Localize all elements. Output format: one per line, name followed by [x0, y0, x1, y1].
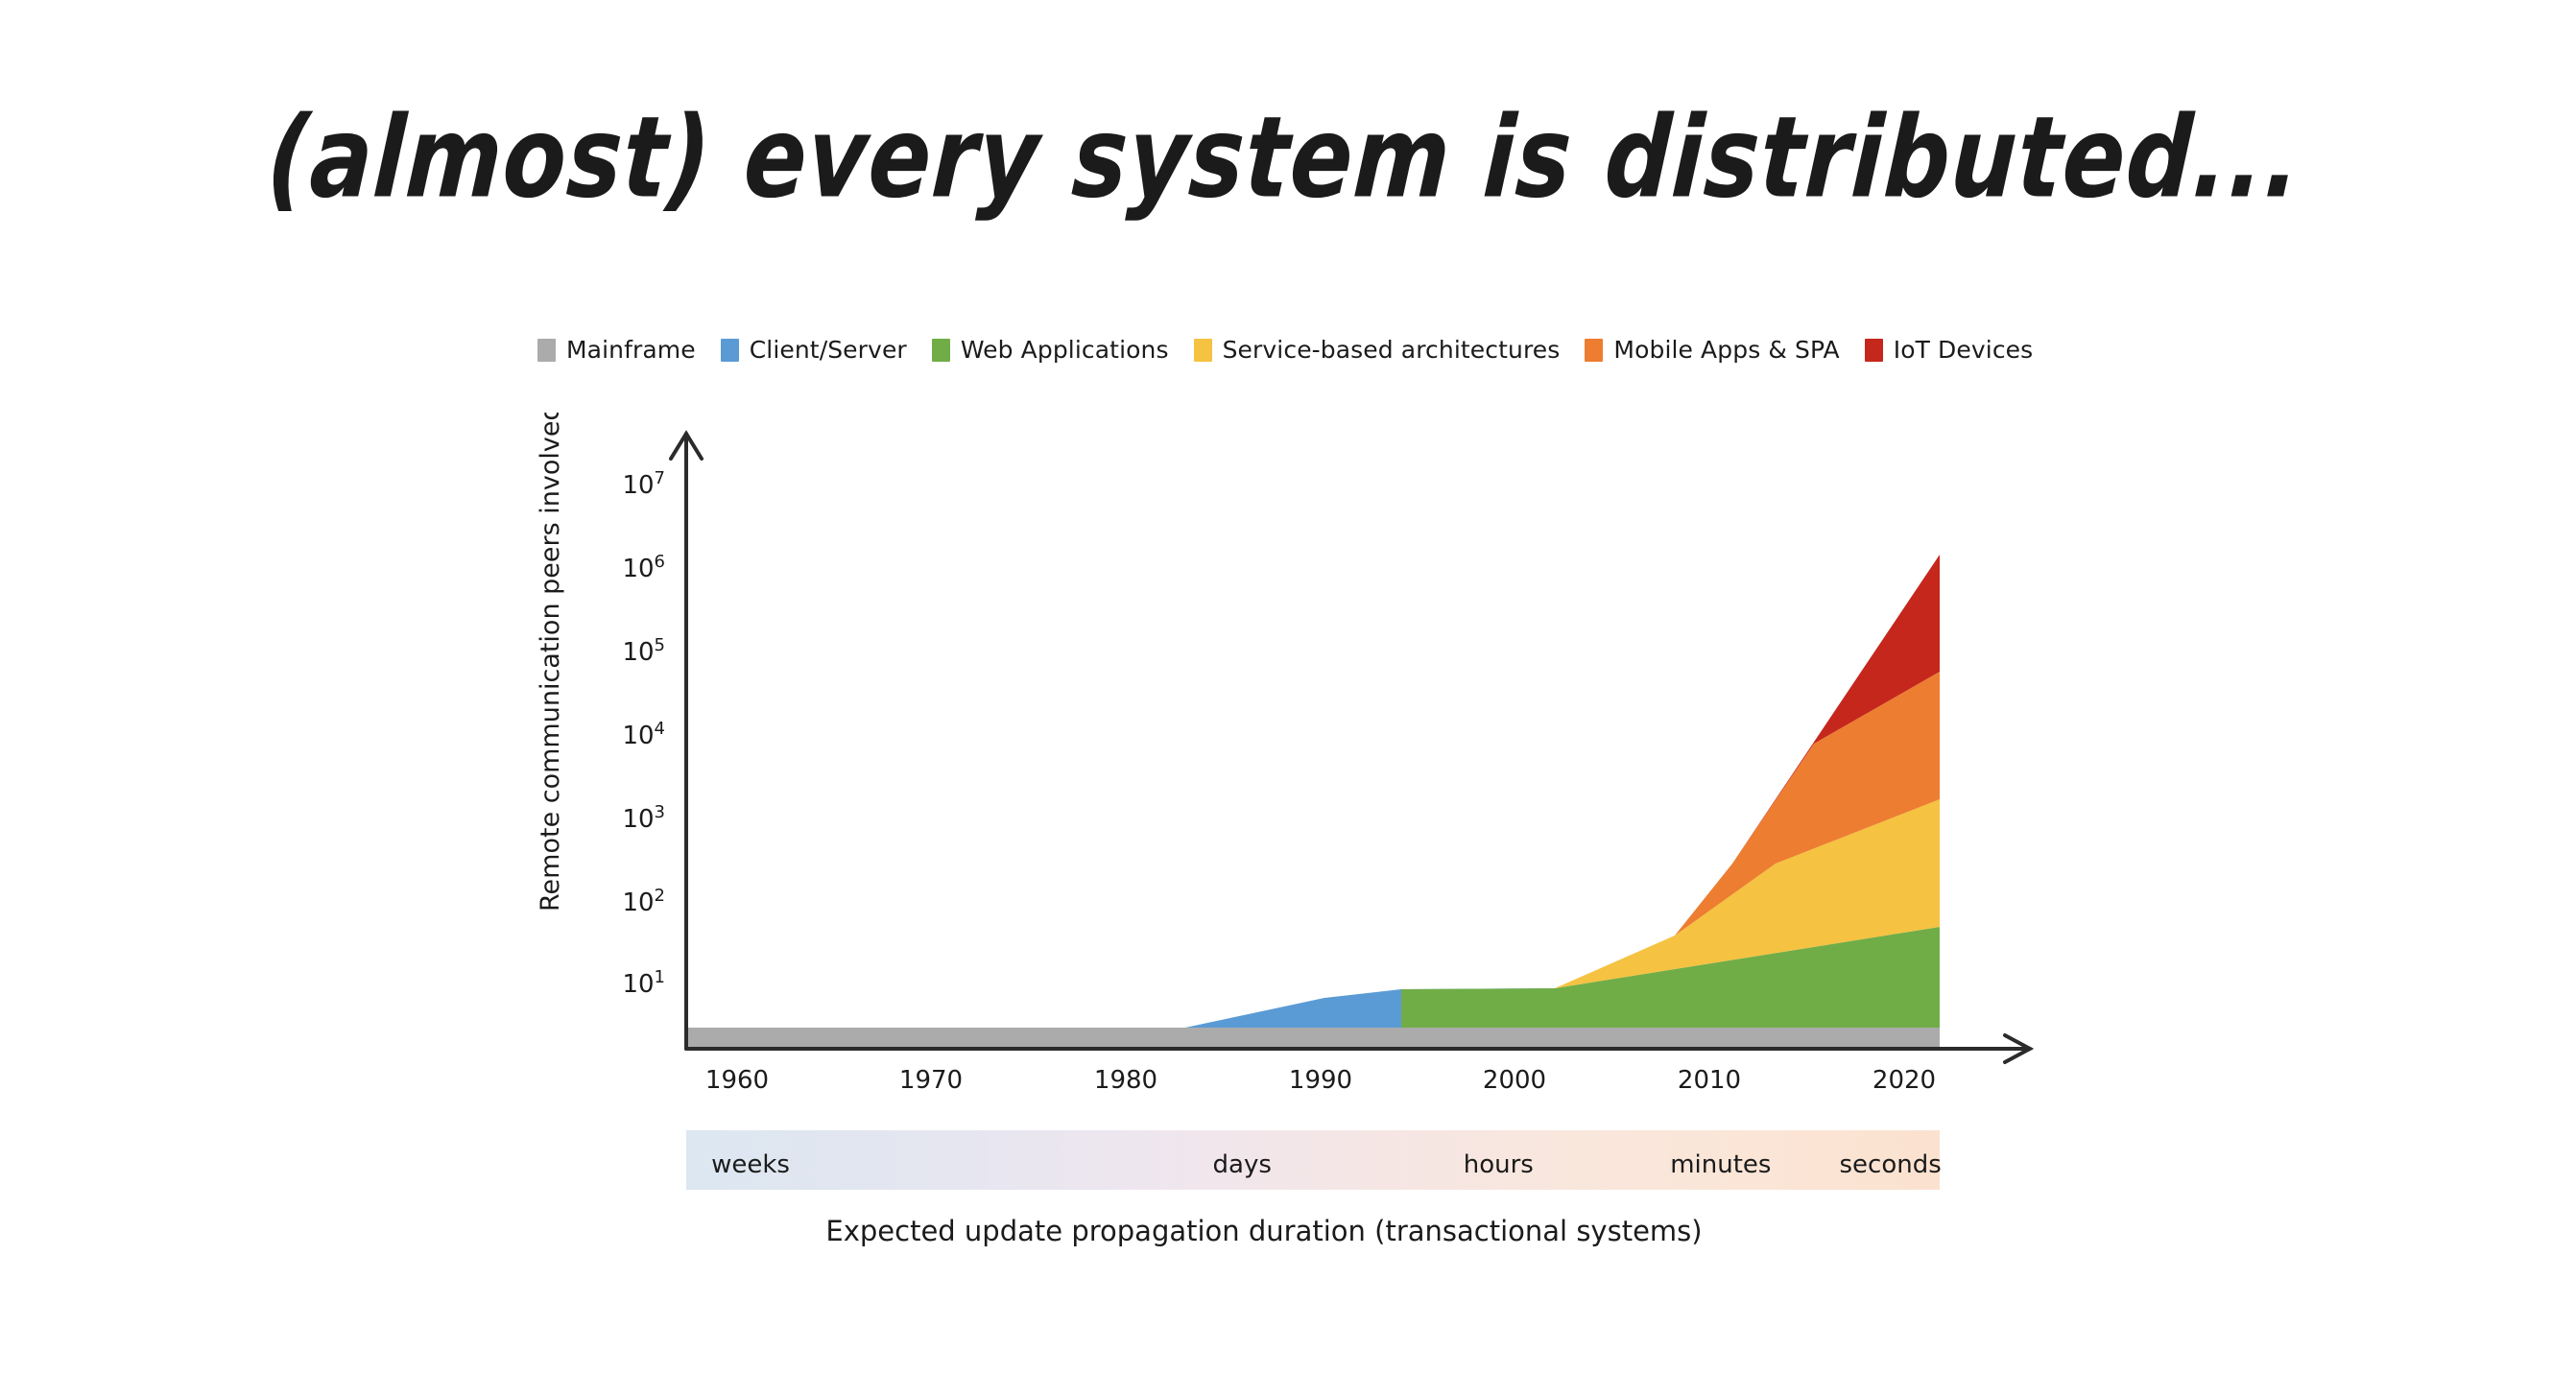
y-axis-tick-exponent: 5 [655, 635, 665, 655]
legend-item[interactable]: Web Applications [931, 336, 1169, 364]
legend-color-swatch [1193, 338, 1212, 362]
y-axis-tick: 107 [622, 468, 665, 500]
y-axis-tick-exponent: 6 [655, 552, 665, 572]
x-axis-tick: 2000 [1483, 1066, 1546, 1095]
duration-label: weeks [711, 1150, 790, 1179]
stacked-area-chart: 101 102 103 104 105 106 107 1960 1970 1980 1990 20… [537, 413, 2035, 1095]
legend-item-label: Client/Server [749, 336, 907, 364]
y-axis-tick: 104 [622, 719, 665, 750]
duration-label: seconds [1839, 1150, 1942, 1179]
y-axis-tick-labels: 101 102 103 104 105 106 107 [622, 468, 665, 999]
area-service-based [1555, 799, 1940, 988]
chart-area: 101 102 103 104 105 106 107 1960 1970 1980 1990 20… [537, 413, 2092, 1103]
y-axis-tick: 103 [622, 802, 665, 834]
chart-series-layers [686, 555, 1940, 1049]
duration-gradient-band [686, 1130, 1940, 1190]
area-mainframe [686, 1028, 1940, 1049]
x-axis-tick: 2010 [1678, 1066, 1741, 1095]
y-axis-arrowhead [669, 430, 704, 461]
legend-item[interactable]: Client/Server [720, 336, 907, 364]
legend-item[interactable]: Service-based architectures [1193, 336, 1561, 364]
chart-axes [669, 430, 2035, 1064]
legend-color-swatch [1585, 338, 1604, 362]
y-axis-tick: 102 [622, 886, 665, 917]
duration-label: days [1212, 1150, 1272, 1179]
legend-color-swatch [537, 338, 556, 362]
chart-legend: Mainframe Client/Server Web Applications Se… [537, 336, 2073, 364]
legend-item[interactable]: IoT Devices [1864, 336, 2034, 364]
x-axis-caption: Expected update propagation duration (tr… [0, 1215, 2576, 1247]
y-axis-tick-exponent: 4 [655, 719, 665, 739]
slide-title: (almost) every system is distributed... [263, 92, 2305, 224]
y-axis-tick: 106 [622, 552, 665, 583]
y-axis-title: Remote communication peers involved [537, 413, 565, 912]
legend-item-label: Mobile Apps & SPA [1613, 336, 1840, 364]
duration-label: hours [1463, 1150, 1534, 1179]
x-axis-arrowhead [2003, 1033, 2035, 1064]
x-axis-tick: 1990 [1289, 1066, 1352, 1095]
legend-item-label: Mainframe [566, 336, 696, 364]
legend-item[interactable]: Mainframe [537, 336, 696, 364]
legend-item-label: IoT Devices [1893, 336, 2034, 364]
legend-item-label: Service-based architectures [1222, 336, 1561, 364]
area-mobile-spa [1675, 672, 1940, 936]
x-axis-tick: 2020 [1872, 1066, 1936, 1095]
area-iot [1732, 555, 1940, 864]
legend-color-swatch [931, 338, 950, 362]
y-axis-tick-exponent: 2 [655, 886, 665, 906]
duration-label: minutes [1670, 1150, 1772, 1179]
y-axis-tick: 101 [622, 967, 665, 999]
legend-item-label: Web Applications [960, 336, 1169, 364]
x-axis-caption-text: Expected update propagation duration (tr… [825, 1215, 1703, 1247]
area-web-apps [1401, 927, 1940, 1028]
y-axis-tick-exponent: 3 [655, 802, 665, 822]
legend-color-swatch [720, 338, 739, 362]
x-axis-tick: 1960 [705, 1066, 769, 1095]
y-axis-tick-exponent: 1 [655, 967, 665, 987]
x-axis-tick: 1970 [899, 1066, 963, 1095]
legend-color-swatch [1864, 338, 1883, 362]
legend-item[interactable]: Mobile Apps & SPA [1585, 336, 1840, 364]
y-axis-tick: 105 [622, 635, 665, 667]
y-axis-tick-exponent: 7 [655, 468, 665, 488]
x-axis-tick: 1980 [1094, 1066, 1157, 1095]
x-axis-tick-labels: 1960 1970 1980 1990 2000 2010 2020 [705, 1066, 1936, 1095]
